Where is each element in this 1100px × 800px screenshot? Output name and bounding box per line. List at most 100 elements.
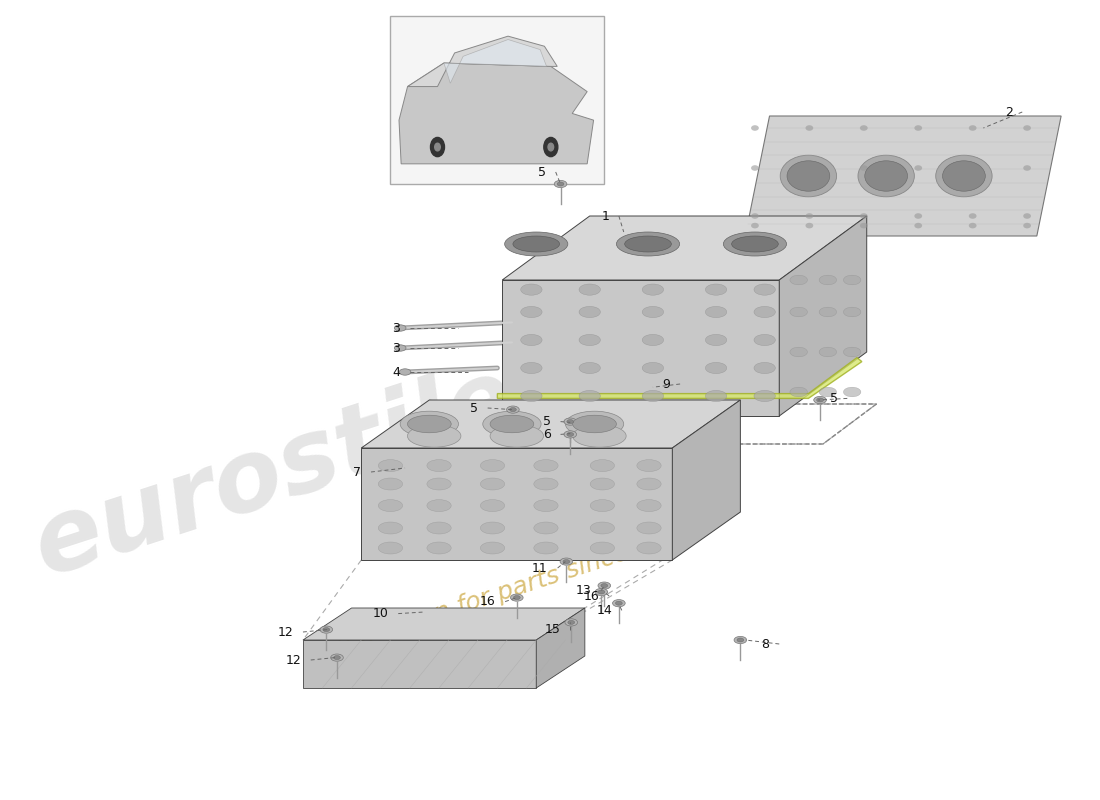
Ellipse shape (579, 306, 601, 318)
Ellipse shape (564, 430, 576, 438)
Ellipse shape (534, 499, 558, 512)
Ellipse shape (591, 478, 615, 490)
Text: 10: 10 (373, 607, 388, 620)
Polygon shape (361, 448, 672, 560)
Ellipse shape (790, 347, 807, 357)
Ellipse shape (642, 390, 663, 402)
Ellipse shape (434, 143, 440, 151)
Ellipse shape (737, 638, 744, 642)
Text: 4: 4 (393, 366, 400, 378)
Ellipse shape (568, 621, 574, 624)
Ellipse shape (754, 334, 776, 346)
Ellipse shape (705, 334, 727, 346)
Ellipse shape (394, 325, 406, 331)
Ellipse shape (751, 126, 759, 130)
Ellipse shape (820, 307, 837, 317)
Ellipse shape (914, 126, 922, 130)
Ellipse shape (520, 306, 542, 318)
Ellipse shape (969, 214, 977, 218)
Ellipse shape (591, 542, 615, 554)
Ellipse shape (520, 334, 542, 346)
Ellipse shape (534, 478, 558, 490)
Text: 15: 15 (544, 623, 561, 636)
Ellipse shape (399, 369, 411, 375)
Ellipse shape (514, 595, 520, 600)
Ellipse shape (734, 637, 747, 643)
Text: 12: 12 (285, 654, 301, 666)
Ellipse shape (751, 166, 759, 170)
Ellipse shape (520, 284, 542, 295)
Ellipse shape (491, 415, 534, 433)
Ellipse shape (427, 542, 451, 554)
Text: 8: 8 (761, 638, 770, 650)
Ellipse shape (724, 232, 786, 256)
Polygon shape (361, 400, 740, 448)
Ellipse shape (642, 306, 663, 318)
Text: 16: 16 (584, 590, 600, 602)
Ellipse shape (969, 126, 977, 130)
Ellipse shape (579, 362, 601, 374)
Ellipse shape (805, 223, 813, 229)
Ellipse shape (705, 362, 727, 374)
Polygon shape (408, 36, 558, 86)
Ellipse shape (625, 236, 671, 252)
Ellipse shape (573, 415, 616, 433)
Ellipse shape (705, 306, 727, 318)
Ellipse shape (378, 459, 403, 472)
Ellipse shape (591, 499, 615, 512)
Text: a passion for parts since 1985: a passion for parts since 1985 (333, 518, 700, 658)
Ellipse shape (579, 284, 601, 295)
Ellipse shape (637, 499, 661, 512)
Ellipse shape (943, 161, 986, 191)
Polygon shape (444, 39, 547, 83)
Ellipse shape (333, 656, 340, 659)
Ellipse shape (598, 590, 605, 594)
Ellipse shape (481, 542, 505, 554)
Ellipse shape (642, 334, 663, 346)
Ellipse shape (732, 236, 779, 252)
Ellipse shape (860, 223, 868, 229)
Ellipse shape (566, 432, 574, 437)
Ellipse shape (637, 478, 661, 490)
Text: 6: 6 (543, 428, 551, 441)
Ellipse shape (754, 390, 776, 402)
Text: 5: 5 (538, 166, 546, 178)
Ellipse shape (407, 415, 451, 433)
Ellipse shape (754, 284, 776, 295)
Ellipse shape (601, 584, 607, 587)
Ellipse shape (1023, 166, 1031, 170)
Ellipse shape (520, 390, 542, 402)
Text: 14: 14 (596, 604, 612, 617)
Ellipse shape (914, 166, 922, 170)
Ellipse shape (816, 398, 824, 402)
Ellipse shape (557, 182, 564, 186)
Ellipse shape (407, 425, 461, 447)
Ellipse shape (936, 155, 992, 197)
Text: 11: 11 (532, 562, 548, 574)
Ellipse shape (491, 425, 543, 447)
Ellipse shape (560, 558, 573, 565)
Ellipse shape (427, 522, 451, 534)
Ellipse shape (595, 589, 607, 595)
Ellipse shape (565, 411, 624, 437)
Ellipse shape (520, 362, 542, 374)
Ellipse shape (705, 284, 727, 295)
Ellipse shape (591, 459, 615, 472)
Ellipse shape (844, 347, 861, 357)
Ellipse shape (481, 478, 505, 490)
Text: 5: 5 (542, 415, 551, 428)
Ellipse shape (860, 214, 868, 218)
Text: 13: 13 (576, 584, 592, 597)
Ellipse shape (483, 411, 541, 437)
Polygon shape (497, 358, 862, 398)
Ellipse shape (573, 425, 626, 447)
Ellipse shape (481, 459, 505, 472)
Polygon shape (745, 116, 1062, 236)
Ellipse shape (969, 223, 977, 229)
Ellipse shape (844, 387, 861, 397)
Ellipse shape (564, 418, 576, 426)
Bar (390, 16, 604, 184)
Polygon shape (302, 608, 585, 640)
Ellipse shape (844, 307, 861, 317)
Polygon shape (302, 640, 536, 688)
